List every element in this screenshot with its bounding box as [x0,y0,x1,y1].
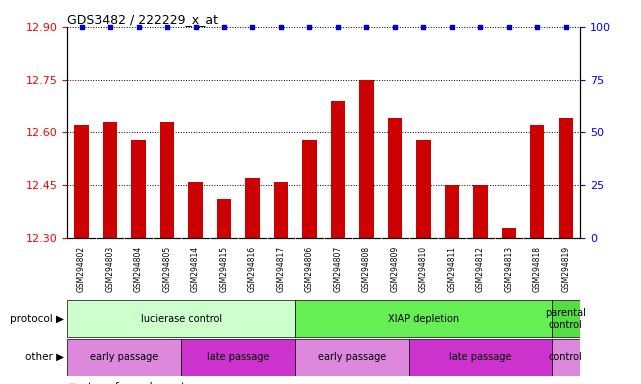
Text: GSM294813: GSM294813 [504,246,513,292]
Bar [360,80,374,238]
Text: GSM294805: GSM294805 [163,246,172,292]
Point [276,24,286,30]
Point [532,24,542,30]
Bar [67,339,181,376]
Bar [188,182,203,238]
Text: GSM294806: GSM294806 [305,246,314,292]
Point [447,24,457,30]
Text: GSM294804: GSM294804 [134,246,143,292]
Point [304,24,315,30]
Text: GSM294817: GSM294817 [276,246,285,292]
Bar [552,339,580,376]
Text: late passage: late passage [207,352,269,362]
Bar [416,139,431,238]
Text: lucierase control: lucierase control [140,314,222,324]
Bar [559,118,573,238]
Text: GSM294809: GSM294809 [390,246,399,292]
Bar [296,300,552,337]
Text: protocol ▶: protocol ▶ [10,314,64,324]
Bar [131,139,146,238]
Text: GSM294818: GSM294818 [533,246,542,292]
Text: control: control [549,352,583,362]
Point [105,24,115,30]
Point [247,24,258,30]
Point [76,24,87,30]
Text: GSM294807: GSM294807 [333,246,342,292]
Text: early passage: early passage [90,352,158,362]
Point [362,24,372,30]
Text: GSM294819: GSM294819 [562,246,570,292]
Text: late passage: late passage [449,352,512,362]
Bar [388,118,402,238]
Point [390,24,400,30]
Text: GSM294811: GSM294811 [447,246,456,292]
Text: GSM294808: GSM294808 [362,246,371,292]
Point [190,24,201,30]
Text: GSM294814: GSM294814 [191,246,200,292]
Point [219,24,229,30]
Text: GSM294802: GSM294802 [77,246,86,292]
Text: XIAP depletion: XIAP depletion [388,314,459,324]
Bar [331,101,345,238]
Bar [409,339,552,376]
Point [504,24,514,30]
Bar [181,339,296,376]
Point [133,24,144,30]
Text: GDS3482 / 222229_x_at: GDS3482 / 222229_x_at [67,13,219,26]
Bar [473,185,488,238]
Text: early passage: early passage [318,352,387,362]
Point [561,24,571,30]
Bar [552,300,580,337]
Bar [217,199,231,238]
Point [419,24,429,30]
Text: GSM294810: GSM294810 [419,246,428,292]
Bar [160,122,174,238]
Bar [445,185,459,238]
Text: GSM294803: GSM294803 [106,246,115,292]
Text: transformed count: transformed count [88,382,185,384]
Point [333,24,343,30]
Text: other ▶: other ▶ [25,352,64,362]
Bar [103,122,117,238]
Bar [296,339,409,376]
Bar [74,126,88,238]
Bar [67,300,296,337]
Text: GSM294815: GSM294815 [219,246,228,292]
Point [475,24,485,30]
Text: GSM294816: GSM294816 [248,246,257,292]
Bar [303,139,317,238]
Bar [274,182,288,238]
Bar [246,178,260,238]
Point [162,24,172,30]
Text: GSM294812: GSM294812 [476,246,485,292]
Bar [530,126,544,238]
Bar [502,228,516,238]
Text: parental
control: parental control [545,308,587,329]
